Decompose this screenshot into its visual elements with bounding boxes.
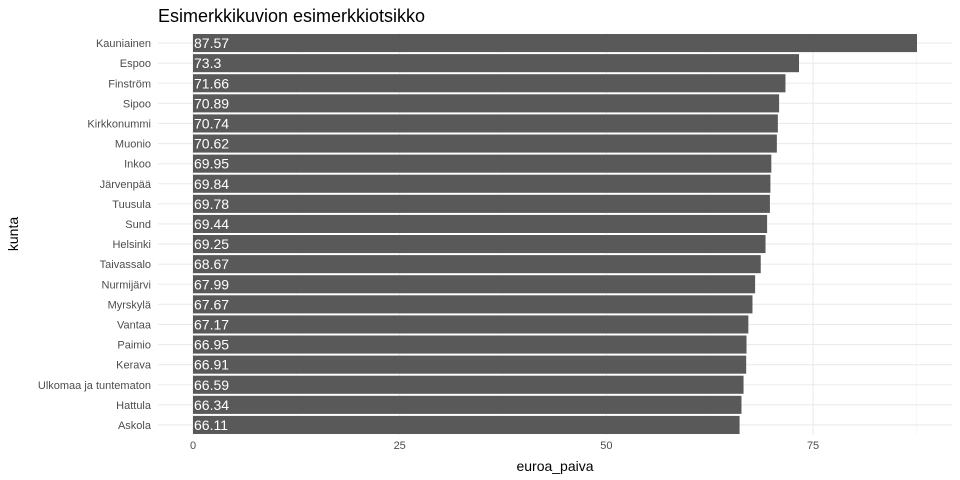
- bar: [193, 114, 778, 133]
- bar: [193, 74, 786, 93]
- bar-value-label: 69.95: [194, 156, 229, 172]
- y-axis-title: kunta: [5, 217, 21, 251]
- y-tick-label: Kauniainen: [96, 38, 151, 50]
- bar: [193, 54, 800, 73]
- bar: [193, 134, 777, 153]
- bar: [193, 214, 768, 233]
- y-tick-label: Helsinki: [112, 239, 151, 251]
- bar: [193, 335, 747, 354]
- x-tick-label: 50: [600, 440, 612, 452]
- bar-value-label: 70.74: [194, 115, 229, 131]
- y-tick-label: Vantaa: [117, 319, 152, 331]
- bar: [193, 194, 770, 213]
- bar: [193, 154, 772, 173]
- bar-value-label: 67.67: [194, 296, 229, 312]
- bar-value-label: 66.95: [194, 337, 229, 353]
- y-tick-label: Nurmijärvi: [102, 279, 152, 291]
- bar: [193, 235, 766, 254]
- bar: [193, 375, 744, 394]
- bars: [193, 34, 917, 434]
- bar: [193, 174, 771, 193]
- bar-value-label: 67.17: [194, 316, 229, 332]
- y-tick-label: Finström: [108, 78, 151, 90]
- y-tick-label: Taivassalo: [100, 259, 151, 271]
- y-tick-label: Myrskylä: [108, 299, 152, 311]
- bar: [193, 94, 780, 113]
- x-tick-label: 25: [394, 440, 406, 452]
- bar-value-label: 70.89: [194, 95, 229, 111]
- y-tick-label: Sipoo: [123, 98, 151, 110]
- y-tick-label: Inkoo: [124, 159, 151, 171]
- y-tick-label: Paimio: [117, 340, 151, 352]
- grid: [158, 33, 952, 435]
- x-axis-title: euroa_paiva: [516, 458, 593, 474]
- y-tick-label: Ulkomaa ja tuntematon: [38, 380, 151, 392]
- bar-value-label: 66.91: [194, 357, 229, 373]
- y-tick-label: Muonio: [115, 139, 151, 151]
- bar-value-label: 66.11: [194, 417, 228, 433]
- bar: [193, 315, 749, 334]
- bar: [193, 275, 756, 294]
- y-tick-label: Sund: [125, 219, 151, 231]
- x-tick-label: 75: [807, 440, 819, 452]
- y-tick-label: Askola: [118, 420, 152, 432]
- bar-value-label: 69.78: [194, 196, 229, 212]
- y-tick-label: Kerava: [116, 360, 152, 372]
- bar: [193, 34, 917, 53]
- x-tick-label: 0: [190, 440, 196, 452]
- bar: [193, 255, 761, 274]
- bar-value-label: 69.25: [194, 236, 229, 252]
- bar: [193, 355, 747, 374]
- y-tick-label: Järvenpää: [100, 179, 152, 191]
- y-axis-ticks: Kauniainen Espoo Finström Sipoo Kirkkonummi M…: [38, 38, 152, 432]
- bar-labels: 87.57 73.3 71.66 70.89 70.74 70.62 69.95 69.84 6…: [194, 35, 229, 433]
- bar-value-label: 66.34: [194, 397, 229, 413]
- bar: [193, 415, 740, 434]
- x-axis-ticks: 0 25 50 75: [190, 440, 819, 452]
- y-tick-label: Hattula: [116, 400, 152, 412]
- y-tick-label: Espoo: [120, 58, 151, 70]
- bar-value-label: 73.3: [194, 55, 221, 71]
- chart-title: Esimerkkikuvion esimerkkiotsikko: [158, 6, 425, 26]
- bar-value-label: 68.67: [194, 256, 229, 272]
- y-tick-label: Kirkkonummi: [87, 118, 151, 130]
- bar-value-label: 67.99: [194, 276, 229, 292]
- bar: [193, 395, 742, 414]
- bar: [193, 295, 753, 314]
- bar-value-label: 69.84: [194, 176, 229, 192]
- bar-value-label: 66.59: [194, 377, 229, 393]
- bar-value-label: 70.62: [194, 136, 229, 152]
- bar-value-label: 87.57: [194, 35, 229, 51]
- bar-value-label: 71.66: [194, 75, 229, 91]
- y-tick-label: Tuusula: [112, 199, 152, 211]
- bar-value-label: 69.44: [194, 216, 229, 232]
